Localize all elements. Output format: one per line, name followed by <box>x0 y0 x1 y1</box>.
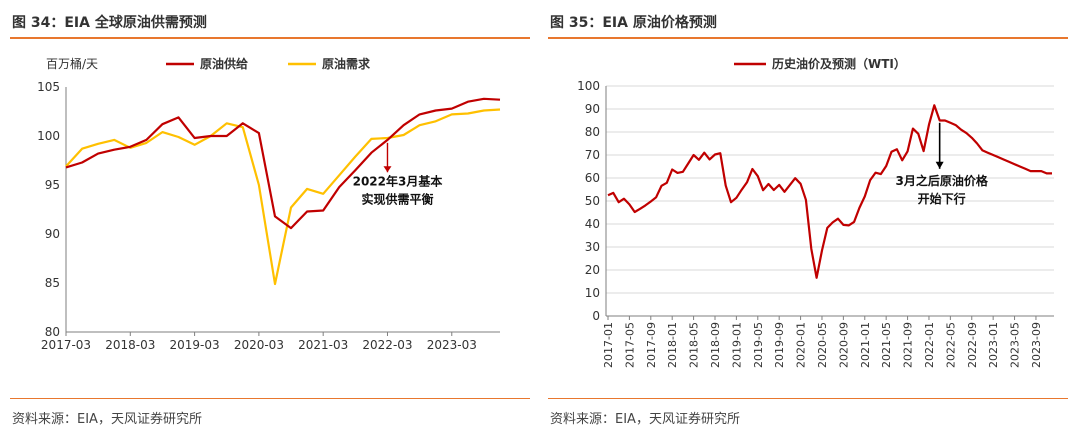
y-tick-label: 100 <box>577 79 600 93</box>
x-tick-label: 2021-05 <box>880 322 893 368</box>
y-axis-unit: 百万桶/天 <box>46 56 98 71</box>
y-tick-label: 85 <box>45 276 60 290</box>
x-tick-label: 2022-03 <box>362 338 412 352</box>
x-tick-label: 2019-05 <box>752 322 765 368</box>
x-tick-label: 2023-09 <box>1030 322 1043 368</box>
x-tick-label: 2020-03 <box>234 338 284 352</box>
annotation-line-2: 开始下行 <box>918 191 966 206</box>
x-tick-label: 2019-01 <box>730 322 743 368</box>
x-tick-label: 2019-03 <box>170 338 220 352</box>
x-tick-label: 2021-09 <box>902 322 915 368</box>
annotation-line-2: 实现供需平衡 <box>361 191 433 206</box>
legend-label: 原油需求 <box>322 56 371 71</box>
legend-label: 原油供给 <box>200 56 248 71</box>
x-tick-label: 2020-05 <box>816 322 829 368</box>
source-note: 资料来源：EIA，天风证券研究所 <box>550 412 740 427</box>
y-tick-label: 100 <box>37 129 60 143</box>
annotation-arrowhead <box>383 166 392 173</box>
x-tick-label: 2017-03 <box>41 338 91 352</box>
title-rule <box>548 37 1068 39</box>
x-tick-label: 2017-09 <box>645 322 658 368</box>
y-tick-label: 50 <box>585 194 600 208</box>
y-tick-label: 80 <box>585 125 600 139</box>
y-tick-label: 90 <box>585 102 600 116</box>
series-line-supply <box>65 97 501 230</box>
y-tick-label: 80 <box>45 325 60 339</box>
left-panel: 图 34：EIA 全球原油供需预测 百万桶/天 80 85 90 95 100 105 201… <box>10 0 534 436</box>
x-tick-label: 2020-09 <box>837 322 850 368</box>
x-tick-label: 2018-05 <box>688 322 701 368</box>
y-tick-label: 105 <box>37 80 60 94</box>
series-line-demand <box>65 108 501 286</box>
y-tick-label: 30 <box>585 240 600 254</box>
x-tick-label: 2022-01 <box>923 322 936 368</box>
series-line-wti <box>607 104 1052 279</box>
y-tick-label: 90 <box>45 227 60 241</box>
title-rule <box>10 37 530 39</box>
x-tick-label: 2022-05 <box>944 322 957 368</box>
y-tick-label: 60 <box>585 171 600 185</box>
source-rule <box>548 398 1068 399</box>
x-tick-label: 2021-01 <box>859 322 872 368</box>
y-tick-label: 10 <box>585 286 600 300</box>
legend-label: 历史油价及预测（WTI） <box>772 56 906 71</box>
annotation-line-1: 3月之后原油价格 <box>895 173 988 188</box>
x-tick-label: 2017-01 <box>602 322 615 368</box>
x-tick-label: 2019-09 <box>773 322 786 368</box>
annotation-line-1: 2022年3月基本 <box>353 173 443 188</box>
source-note: 资料来源：EIA，天风证券研究所 <box>12 412 202 427</box>
source-rule <box>10 398 530 399</box>
x-tick-label: 2018-01 <box>666 322 679 368</box>
right-panel: 图 35：EIA 原油价格预测 0 10 20 30 40 50 60 70 80 90 100 20… <box>548 0 1072 436</box>
annotation-arrowhead <box>935 161 944 169</box>
figure-title: 图 35：EIA 原油价格预测 <box>550 15 717 31</box>
y-tick-label: 95 <box>45 178 60 192</box>
y-tick-label: 0 <box>592 309 600 323</box>
x-tick-label: 2023-03 <box>427 338 477 352</box>
x-tick-label: 2021-03 <box>298 338 348 352</box>
y-tick-label: 70 <box>585 148 600 162</box>
x-tick-label: 2022-09 <box>966 322 979 368</box>
y-tick-label: 40 <box>585 217 600 231</box>
x-tick-label: 2023-05 <box>1009 322 1022 368</box>
y-tick-label: 20 <box>585 263 600 277</box>
figure-title: 图 34：EIA 全球原油供需预测 <box>12 15 207 31</box>
x-tick-label: 2017-05 <box>623 322 636 368</box>
x-tick-label: 2018-03 <box>105 338 155 352</box>
x-tick-label: 2020-01 <box>795 322 808 368</box>
x-tick-label: 2023-01 <box>987 322 1000 368</box>
supply-demand-chart: 百万桶/天 80 85 90 95 100 105 2017-03 2018-03 2019-03… <box>37 56 501 352</box>
oil-price-chart: 0 10 20 30 40 50 60 70 80 90 100 2017-01 2017-05 2017… <box>577 56 1054 368</box>
x-tick-label: 2018-09 <box>709 322 722 368</box>
